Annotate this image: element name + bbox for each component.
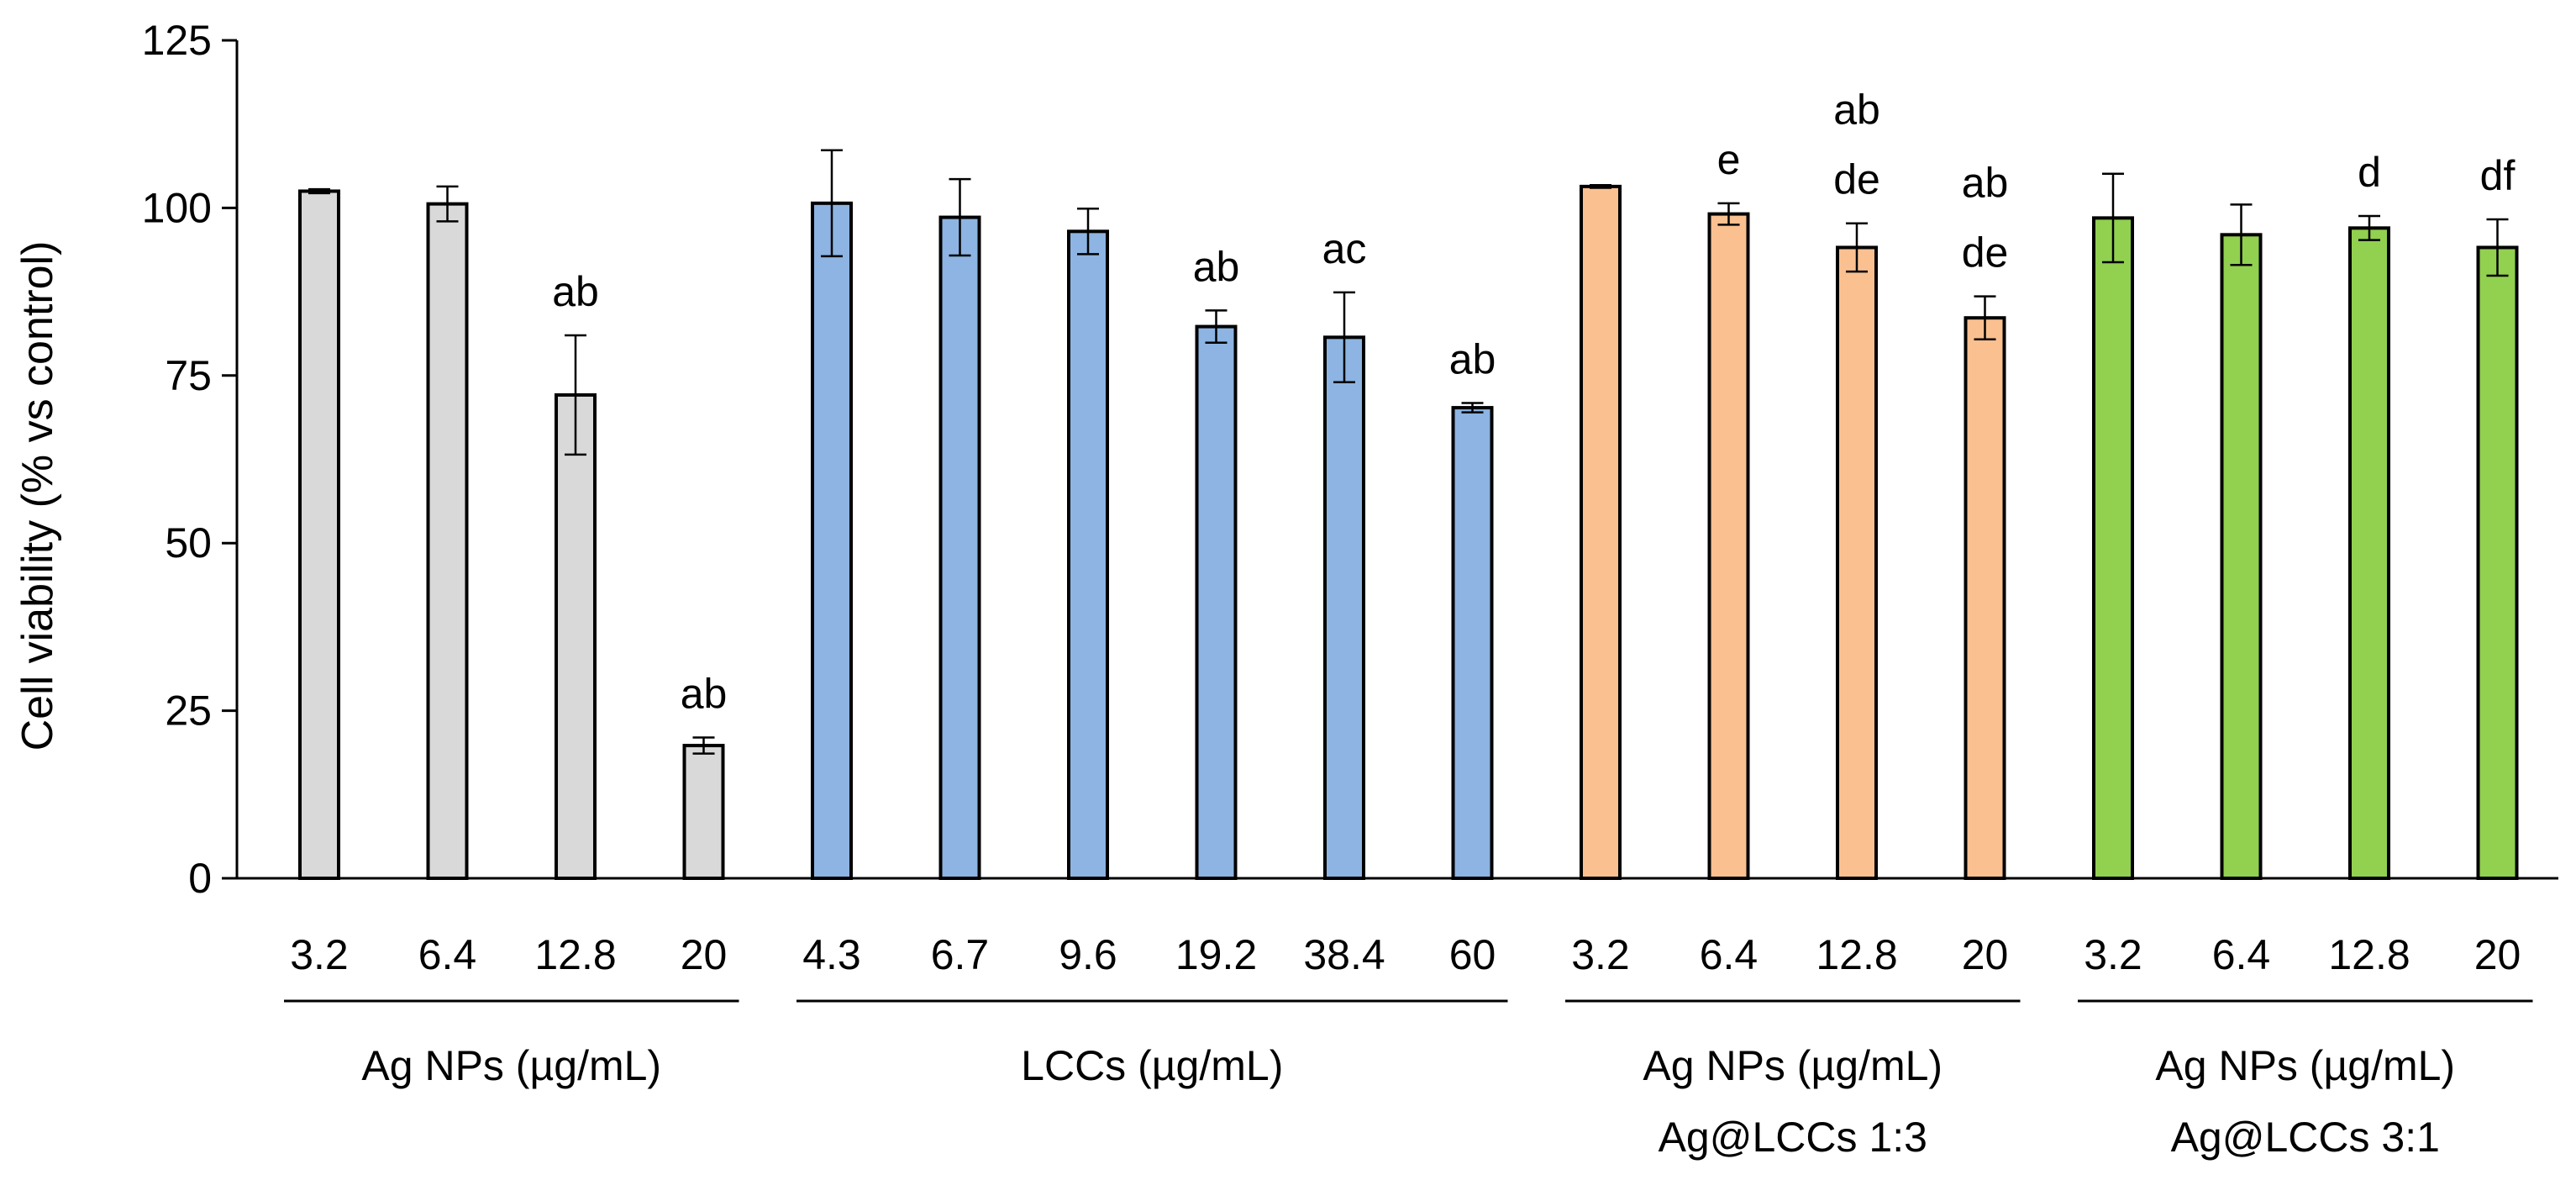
- significance-label: de: [1833, 156, 1880, 203]
- significance-label: ab: [1833, 87, 1880, 134]
- x-axis: 3.2 6.4 12.8 20 Ag NPs (µg/mL) 4.3 6.7 9.6 19.2 3…: [237, 877, 2558, 1161]
- y-tick-label: 100: [142, 184, 212, 231]
- bar-series: ab ab ab ac ab e de ab de ab d df: [298, 87, 2519, 881]
- x-category-label: 20: [681, 931, 728, 978]
- bar: [555, 392, 597, 880]
- significance-label: ab: [1193, 243, 1240, 290]
- significance-label: d: [2358, 149, 2381, 196]
- x-category-label: 12.8: [1816, 931, 1897, 978]
- bar: [2220, 233, 2263, 880]
- significance-label: df: [2480, 152, 2516, 199]
- group-label-line2: Ag@LCCs 1:3: [1659, 1114, 1927, 1161]
- x-category-label: 12.8: [2328, 931, 2410, 978]
- bar: [2348, 226, 2390, 880]
- x-category-label: 20: [2474, 931, 2521, 978]
- x-category-label: 12.8: [534, 931, 616, 978]
- x-category-label: 60: [1449, 931, 1496, 978]
- significance-label: de: [1962, 229, 2009, 277]
- y-tick-label: 25: [165, 687, 212, 735]
- x-category-label: 3.2: [1571, 931, 1630, 978]
- y-tick-label: 0: [188, 855, 212, 902]
- group-label: LCCs (µg/mL): [1021, 1042, 1283, 1089]
- x-category-label: 3.2: [290, 931, 349, 978]
- x-category-label: 6.7: [931, 931, 990, 978]
- bar: [938, 215, 981, 880]
- y-tick-label: 50: [165, 519, 212, 566]
- group-label-line2: Ag@LCCs 3:1: [2171, 1114, 2440, 1161]
- x-category-label: 4.3: [802, 931, 861, 978]
- x-category-label: 9.6: [1059, 931, 1117, 978]
- bar: [1451, 406, 1494, 881]
- significance-label: ab: [552, 268, 599, 315]
- significance-label: e: [1717, 136, 1741, 183]
- y-axis-title: Cell viability (% vs control): [13, 241, 62, 751]
- bar: [2476, 245, 2519, 881]
- bar: [1067, 229, 1109, 881]
- x-category-label: 19.2: [1175, 931, 1257, 978]
- bar: [1580, 184, 1622, 881]
- bar: [426, 202, 469, 881]
- x-category-label: 6.4: [2212, 931, 2271, 978]
- group-label: Ag NPs (µg/mL): [361, 1042, 661, 1089]
- group-label: Ag NPs (µg/mL): [1643, 1042, 1943, 1089]
- significance-label: ab: [1449, 336, 1496, 383]
- bar: [2092, 216, 2134, 880]
- group-label: Ag NPs (µg/mL): [2155, 1042, 2455, 1089]
- significance-label: ab: [681, 671, 728, 718]
- x-category-label: 6.4: [418, 931, 477, 978]
- bar: [1195, 324, 1238, 880]
- bar: [1707, 212, 1750, 880]
- x-category-label: 20: [1962, 931, 2009, 978]
- bar: [298, 189, 340, 880]
- bar: [811, 201, 853, 881]
- bar: [682, 744, 725, 880]
- y-tick-label: 125: [142, 17, 212, 64]
- bar: [1836, 245, 1878, 881]
- significance-label: ab: [1962, 160, 2009, 207]
- bar: [1323, 335, 1365, 880]
- bar: [1964, 316, 2006, 880]
- x-category-label: 3.2: [2084, 931, 2142, 978]
- y-tick-label: 75: [165, 352, 212, 399]
- x-category-label: 38.4: [1303, 931, 1385, 978]
- y-axis: 0 25 50 75 100 125: [142, 17, 239, 902]
- significance-label: ac: [1322, 225, 1367, 272]
- x-category-label: 6.4: [1700, 931, 1759, 978]
